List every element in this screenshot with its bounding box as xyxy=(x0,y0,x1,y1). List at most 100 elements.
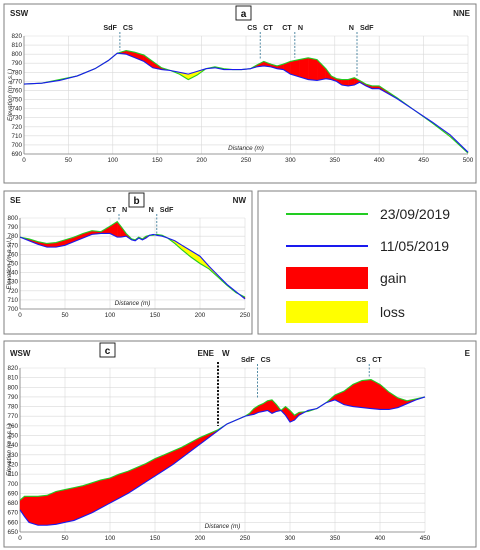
direction-right: E xyxy=(465,349,471,358)
y-tick-label: 700 xyxy=(7,481,18,488)
x-tick-label: 300 xyxy=(285,157,296,164)
y-tick-label: 670 xyxy=(7,510,18,517)
panel-b-chart: 700 710 720 730 740 750 760 770 780 790 800 0 50 100 1… xyxy=(3,190,253,335)
gain-area xyxy=(46,491,57,526)
y-tick-label: 820 xyxy=(7,365,18,372)
direction-left: WSW xyxy=(10,349,31,358)
series-line-11-05-2019 xyxy=(23,52,469,153)
y-tick-label: 730 xyxy=(7,452,18,459)
legend-swatch-loss xyxy=(286,301,368,323)
y-tick-label: 790 xyxy=(7,224,18,231)
annotation-label-left: SdF xyxy=(103,23,117,32)
y-axis-title: Elevation (m a.s.l.) xyxy=(6,237,13,289)
direction-left: SE xyxy=(10,196,21,205)
x-tick-label: 450 xyxy=(418,157,429,164)
annotation-label-right: N xyxy=(122,205,127,214)
annotation-label-left: CT xyxy=(106,205,116,214)
x-tick-label: 150 xyxy=(150,535,161,542)
annotation-label-left: CS xyxy=(247,23,257,32)
annotation-label-left: SdF xyxy=(241,355,255,364)
y-tick-label: 770 xyxy=(7,413,18,420)
x-tick-label: 50 xyxy=(61,535,69,542)
y-tick-label: 750 xyxy=(7,261,18,268)
y-tick-label: 700 xyxy=(7,306,18,313)
direction-left: SSW xyxy=(10,9,29,18)
y-tick-label: 680 xyxy=(7,500,18,507)
annotation-label-right: CT xyxy=(372,355,382,364)
y-tick-label: 720 xyxy=(11,124,22,131)
annotation-label-right: N xyxy=(298,23,303,32)
y-tick-label: 730 xyxy=(7,279,18,286)
y-tick-label: 660 xyxy=(7,519,18,526)
annotation-label-right: SdF xyxy=(360,23,374,32)
x-tick-label: 100 xyxy=(105,312,116,319)
x-tick-label: 0 xyxy=(18,312,22,319)
x-tick-label: 400 xyxy=(375,535,386,542)
y-tick-label: 750 xyxy=(11,97,22,104)
y-tick-label: 780 xyxy=(7,404,18,411)
section-boundary-label-left: ENE xyxy=(198,349,215,358)
annotation-label-left: CT xyxy=(282,23,292,32)
gain-area xyxy=(361,379,372,409)
y-tick-label: 700 xyxy=(11,142,22,149)
y-axis-title: Elevation (m a.s.l.) xyxy=(6,424,13,476)
y-tick-label: 790 xyxy=(11,60,22,67)
y-tick-label: 690 xyxy=(11,151,22,158)
direction-right: NNE xyxy=(453,9,471,18)
y-tick-label: 800 xyxy=(11,51,22,58)
y-tick-label: 780 xyxy=(11,69,22,76)
x-tick-label: 50 xyxy=(61,312,69,319)
x-tick-label: 0 xyxy=(22,157,26,164)
x-tick-label: 350 xyxy=(330,157,341,164)
y-tick-label: 780 xyxy=(7,233,18,240)
annotation-label-left: N xyxy=(349,23,354,32)
annotation-label-right: SdF xyxy=(160,205,174,214)
legend: 23/09/2019 11/05/2019 gain loss xyxy=(257,190,477,335)
gain-area xyxy=(352,380,363,408)
gain-area xyxy=(37,495,48,526)
legend-swatch-gain xyxy=(286,267,368,289)
x-tick-label: 200 xyxy=(195,312,206,319)
x-tick-label: 0 xyxy=(18,535,22,542)
y-tick-label: 770 xyxy=(7,242,18,249)
annotation-label-right: CS xyxy=(261,355,271,364)
panel-letter-box xyxy=(99,342,116,358)
y-tick-label: 730 xyxy=(11,115,22,122)
series-line-11-05-2019 xyxy=(19,232,246,300)
x-tick-label: 250 xyxy=(240,535,251,542)
x-tick-label: 100 xyxy=(108,157,119,164)
x-tick-label: 300 xyxy=(285,535,296,542)
y-tick-label: 740 xyxy=(7,442,18,449)
panel-a-chart: 690 700 710 720 730 740 750 760 770 780 790 800 810 8… xyxy=(3,3,477,184)
y-tick-label: 810 xyxy=(11,42,22,49)
y-tick-label: 800 xyxy=(7,384,18,391)
panel-letter: c xyxy=(105,346,111,357)
legend-label-gain: gain xyxy=(380,270,406,286)
y-tick-label: 820 xyxy=(11,33,22,40)
panel-letter-box xyxy=(235,5,252,21)
series-line-23-09-2019 xyxy=(23,49,469,154)
y-tick-label: 800 xyxy=(7,215,18,222)
y-tick-label: 790 xyxy=(7,394,18,401)
x-axis-title: Distance (m) xyxy=(228,145,264,152)
y-tick-label: 760 xyxy=(11,87,22,94)
y-tick-label: 720 xyxy=(7,288,18,295)
annotation-label-left: CS xyxy=(356,355,366,364)
x-tick-label: 400 xyxy=(374,157,385,164)
y-tick-label: 810 xyxy=(7,375,18,382)
annotation-label-right: CS xyxy=(123,23,133,32)
x-tick-label: 500 xyxy=(463,157,474,164)
x-tick-label: 150 xyxy=(152,157,163,164)
annotation-label-left: N xyxy=(149,205,154,214)
y-tick-label: 710 xyxy=(11,133,22,140)
x-tick-label: 150 xyxy=(150,312,161,319)
gain-area xyxy=(55,489,66,525)
legend-label-date-1: 23/09/2019 xyxy=(380,206,450,222)
x-tick-label: 100 xyxy=(105,535,116,542)
panel-a-frame xyxy=(3,3,477,184)
y-tick-label: 770 xyxy=(11,78,22,85)
y-axis-title: Elevation (m a.s.l.) xyxy=(7,69,14,121)
x-axis-title: Distance (m) xyxy=(115,300,151,307)
y-tick-label: 740 xyxy=(11,106,22,113)
panel-c-chart: 650 660 670 680 690 700 710 720 730 740 750 760 770 7… xyxy=(3,340,477,548)
